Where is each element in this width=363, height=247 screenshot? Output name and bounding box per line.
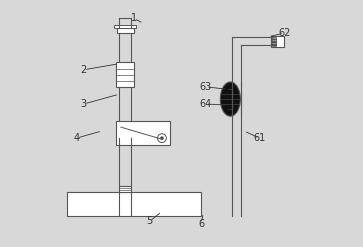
Text: 63: 63 (200, 82, 212, 92)
Text: 61: 61 (253, 133, 266, 143)
Bar (272, 37, 276, 46)
Text: 62: 62 (278, 28, 290, 38)
Bar (119, 186, 131, 192)
Text: 5: 5 (147, 216, 153, 226)
Bar (271, 36, 284, 47)
Text: 2: 2 (81, 65, 87, 75)
Text: 4: 4 (73, 133, 79, 143)
Bar (116, 121, 170, 145)
Bar (116, 62, 134, 87)
Ellipse shape (220, 82, 240, 116)
Circle shape (158, 134, 166, 143)
Text: 6: 6 (198, 219, 204, 229)
Bar (114, 25, 136, 28)
Text: 1: 1 (131, 14, 137, 23)
Bar (67, 192, 201, 216)
Bar (117, 28, 134, 33)
Text: 64: 64 (200, 99, 212, 109)
Text: 3: 3 (81, 99, 87, 109)
Circle shape (160, 137, 163, 140)
